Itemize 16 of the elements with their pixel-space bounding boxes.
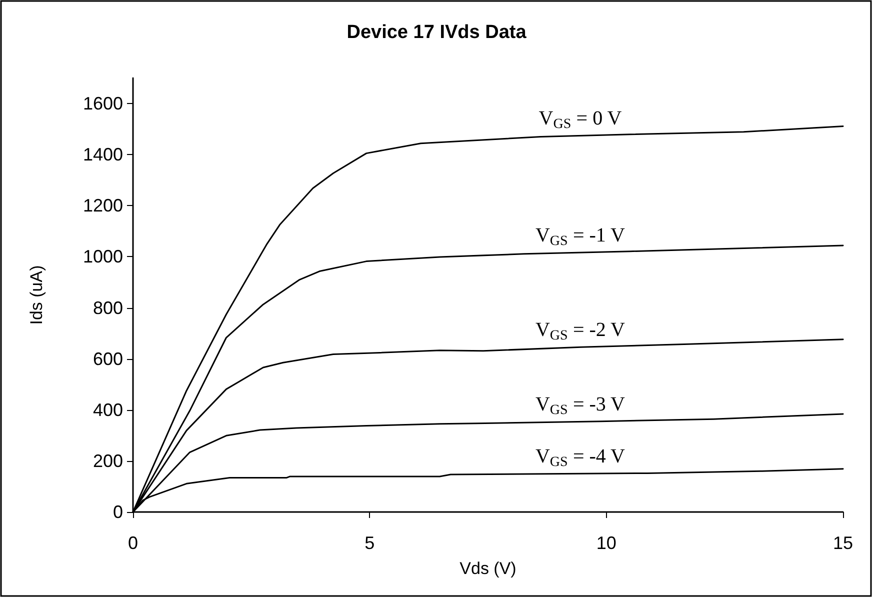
x-axis-title: Vds (V): [460, 559, 516, 578]
x-tick-label: 15: [832, 533, 854, 553]
y-tick-label: 1200: [82, 196, 123, 216]
chart-title: Device 17 IVds Data: [346, 22, 527, 43]
y-tick-label: 1400: [82, 144, 123, 165]
y-tick-label: 1000: [82, 246, 123, 267]
x-tick-label: 0: [128, 533, 138, 553]
y-tick-label: 0: [112, 502, 123, 522]
y-tick-label: 1600: [82, 94, 123, 114]
y-tick-label: 400: [92, 400, 123, 420]
y-tick-label: 800: [92, 298, 123, 318]
x-tick-label: 5: [364, 533, 375, 553]
y-tick-label: 600: [92, 348, 123, 369]
y-tick-label: 200: [92, 450, 123, 471]
y-axis-title: Ids (uA): [27, 265, 46, 325]
x-tick-label: 10: [596, 533, 616, 553]
